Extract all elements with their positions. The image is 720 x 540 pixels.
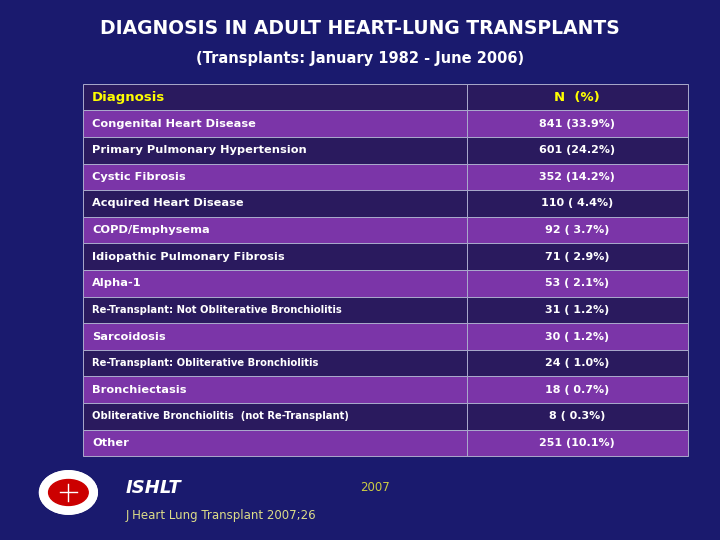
- Text: (Transplants: January 1982 - June 2006): (Transplants: January 1982 - June 2006): [196, 51, 524, 66]
- Text: 24 ( 1.0%): 24 ( 1.0%): [545, 358, 609, 368]
- Bar: [83, 403, 467, 430]
- Text: Diagnosis: Diagnosis: [91, 91, 165, 104]
- Bar: [467, 323, 688, 350]
- Bar: [83, 270, 467, 296]
- Text: Re-Transplant: Not Obliterative Bronchiolitis: Re-Transplant: Not Obliterative Bronchio…: [92, 305, 342, 315]
- Text: 251 (10.1%): 251 (10.1%): [539, 438, 615, 448]
- Text: Obliterative Bronchiolitis  (not Re-Transplant): Obliterative Bronchiolitis (not Re-Trans…: [92, 411, 349, 421]
- Text: 30 ( 1.2%): 30 ( 1.2%): [545, 332, 609, 341]
- Bar: [83, 350, 467, 376]
- Text: 601 (24.2%): 601 (24.2%): [539, 145, 616, 155]
- Text: Acquired Heart Disease: Acquired Heart Disease: [92, 199, 244, 208]
- Text: 2007: 2007: [360, 481, 390, 494]
- Bar: [467, 84, 688, 110]
- Bar: [467, 110, 688, 137]
- Bar: [467, 270, 688, 296]
- Bar: [467, 350, 688, 376]
- Bar: [467, 244, 688, 270]
- Bar: [467, 137, 688, 164]
- Text: Other: Other: [92, 438, 129, 448]
- Text: DIAGNOSIS IN ADULT HEART-LUNG TRANSPLANTS: DIAGNOSIS IN ADULT HEART-LUNG TRANSPLANT…: [100, 19, 620, 38]
- Bar: [467, 296, 688, 323]
- Bar: [467, 190, 688, 217]
- Bar: [83, 164, 467, 190]
- Text: Bronchiectasis: Bronchiectasis: [92, 385, 186, 395]
- Text: 71 ( 2.9%): 71 ( 2.9%): [545, 252, 609, 262]
- Bar: [83, 190, 467, 217]
- Bar: [83, 137, 467, 164]
- Text: J Heart Lung Transplant 2007;26: J Heart Lung Transplant 2007;26: [126, 509, 317, 522]
- Text: Sarcoidosis: Sarcoidosis: [92, 332, 166, 341]
- Bar: [467, 376, 688, 403]
- Text: COPD/Emphysema: COPD/Emphysema: [92, 225, 210, 235]
- Text: Alpha-1: Alpha-1: [92, 278, 142, 288]
- Text: ISHLT: ISHLT: [126, 478, 181, 497]
- Bar: [83, 84, 467, 110]
- Ellipse shape: [49, 480, 89, 505]
- Bar: [83, 110, 467, 137]
- Text: Primary Pulmonary Hypertension: Primary Pulmonary Hypertension: [92, 145, 307, 155]
- Bar: [83, 323, 467, 350]
- Bar: [467, 403, 688, 430]
- Text: 92 ( 3.7%): 92 ( 3.7%): [545, 225, 609, 235]
- Text: 18 ( 0.7%): 18 ( 0.7%): [545, 385, 609, 395]
- Text: 841 (33.9%): 841 (33.9%): [539, 119, 615, 129]
- Circle shape: [40, 471, 97, 514]
- Bar: [83, 217, 467, 244]
- Bar: [83, 430, 467, 456]
- Text: N  (%): N (%): [554, 91, 600, 104]
- Bar: [467, 164, 688, 190]
- Text: Cystic Fibrosis: Cystic Fibrosis: [92, 172, 186, 182]
- Text: Re-Transplant: Obliterative Bronchiolitis: Re-Transplant: Obliterative Bronchioliti…: [92, 358, 318, 368]
- Bar: [83, 296, 467, 323]
- Text: 53 ( 2.1%): 53 ( 2.1%): [545, 278, 609, 288]
- Text: Idiopathic Pulmonary Fibrosis: Idiopathic Pulmonary Fibrosis: [92, 252, 285, 262]
- Text: 110 ( 4.4%): 110 ( 4.4%): [541, 199, 613, 208]
- Text: 31 ( 1.2%): 31 ( 1.2%): [545, 305, 609, 315]
- Text: Congenital Heart Disease: Congenital Heart Disease: [92, 119, 256, 129]
- Text: 8 ( 0.3%): 8 ( 0.3%): [549, 411, 606, 421]
- Bar: [83, 244, 467, 270]
- Bar: [83, 376, 467, 403]
- Bar: [467, 430, 688, 456]
- Text: 352 (14.2%): 352 (14.2%): [539, 172, 615, 182]
- Bar: [467, 217, 688, 244]
